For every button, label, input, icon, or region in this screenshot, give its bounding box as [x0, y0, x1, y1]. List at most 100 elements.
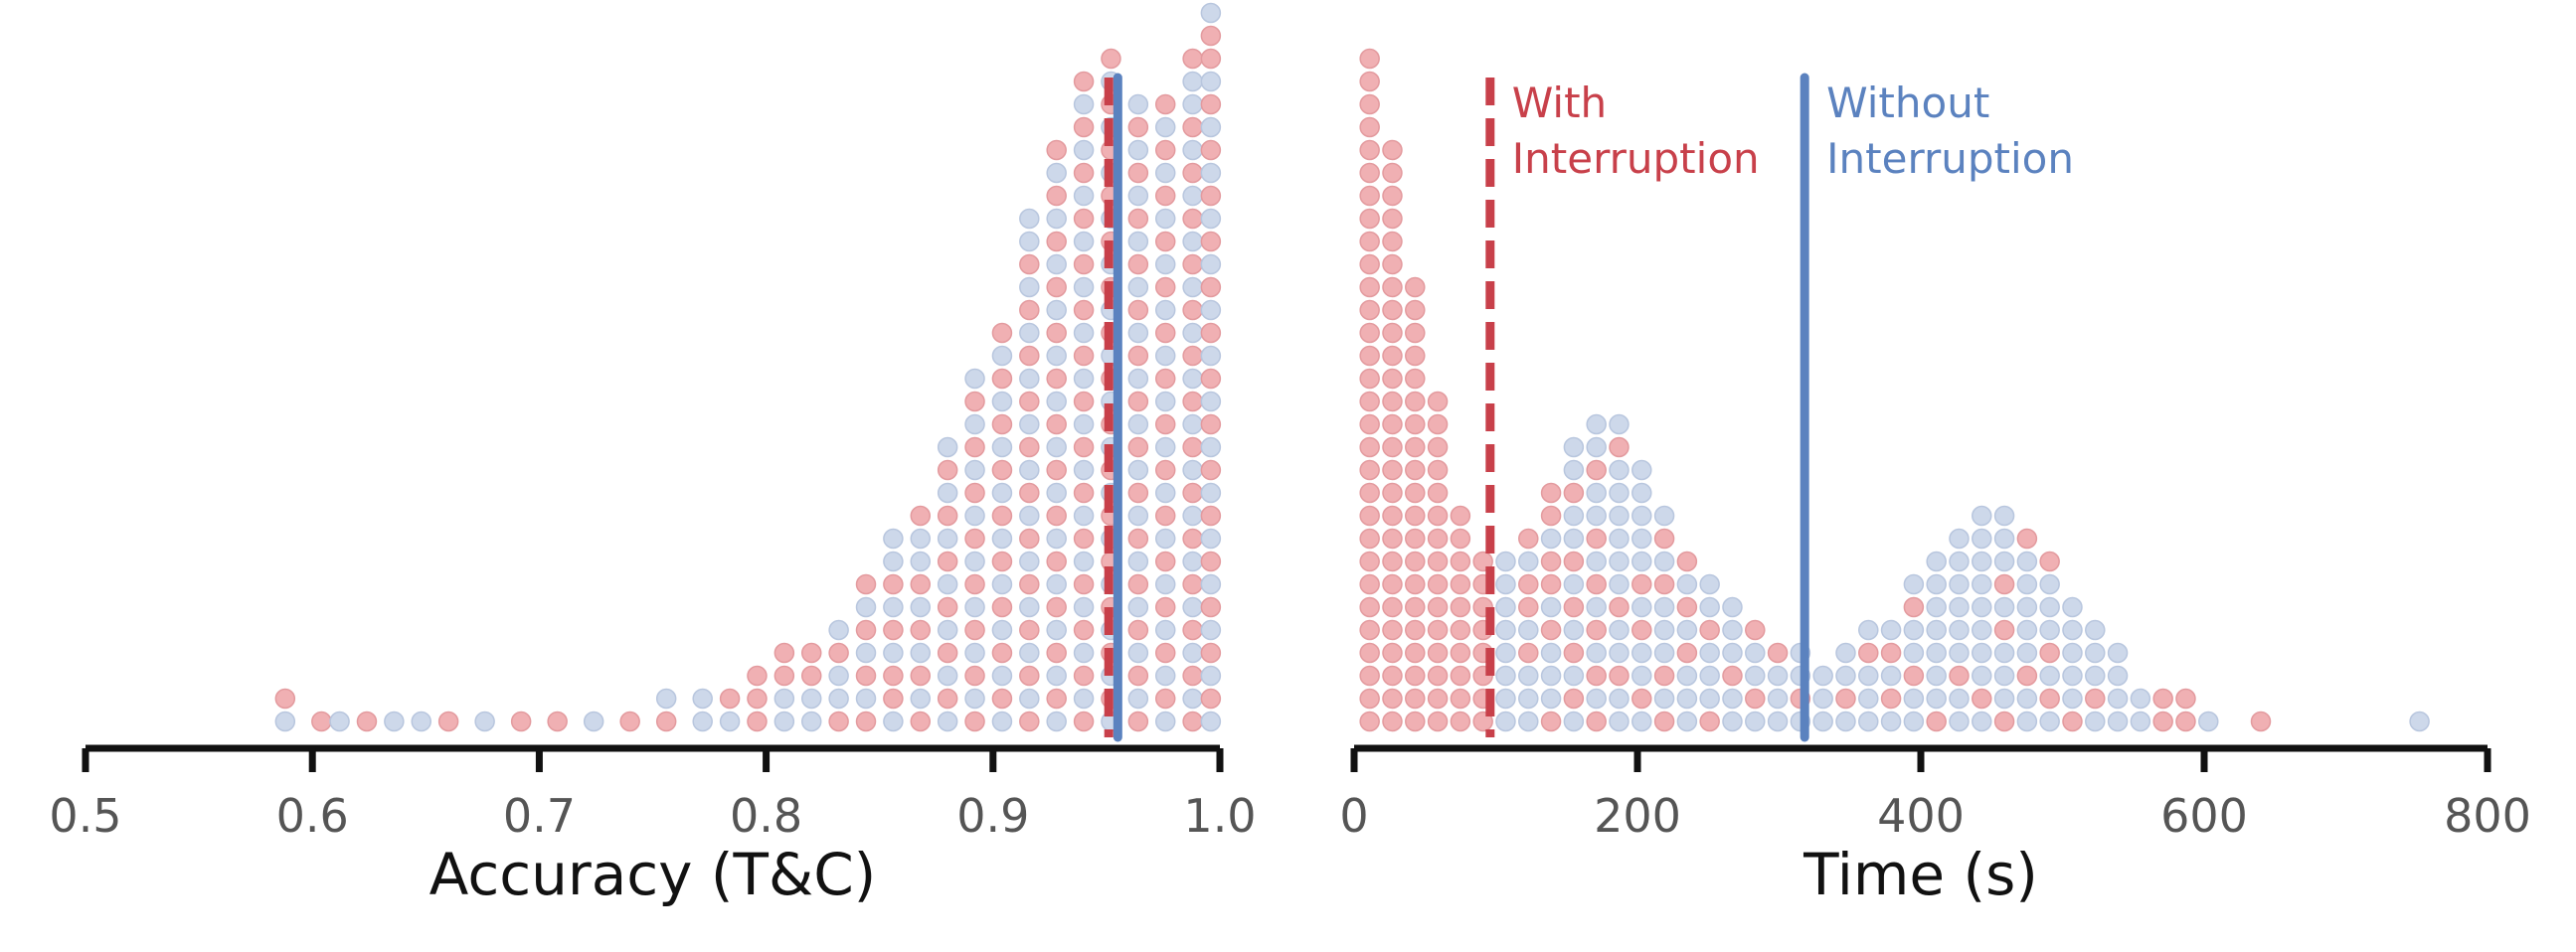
dot-without-interruption — [1200, 528, 1222, 550]
dot-with-interruption — [1427, 642, 1449, 664]
dot-without-interruption — [828, 619, 849, 641]
dot-without-interruption — [1046, 482, 1067, 504]
dot-with-interruption — [1200, 505, 1222, 527]
dot-with-interruption — [1382, 368, 1403, 390]
dot-without-interruption — [1127, 413, 1149, 435]
dot-with-interruption — [1154, 551, 1176, 572]
dot-without-interruption — [1182, 368, 1203, 390]
dot-without-interruption — [883, 528, 904, 550]
dot-without-interruption — [1993, 505, 2015, 527]
dot-without-interruption — [1631, 596, 1652, 618]
dot-without-interruption — [1609, 619, 1630, 641]
dot-with-interruption — [1993, 711, 2015, 732]
dot-with-interruption — [1073, 436, 1095, 458]
dot-with-interruption — [2062, 711, 2083, 732]
dot-without-interruption — [937, 436, 958, 458]
dot-without-interruption — [1200, 253, 1222, 275]
dot-without-interruption — [2085, 711, 2106, 732]
dot-with-interruption — [1563, 642, 1585, 664]
dot-with-interruption — [1405, 596, 1426, 618]
dot-without-interruption — [1200, 2, 1222, 24]
dot-without-interruption — [1993, 596, 2015, 618]
dot-without-interruption — [1722, 596, 1743, 618]
dot-with-interruption — [1359, 48, 1380, 70]
dot-with-interruption — [1154, 505, 1176, 527]
dot-without-interruption — [855, 596, 877, 618]
dot-without-interruption — [1699, 573, 1720, 595]
dot-with-interruption — [1586, 711, 1607, 732]
dot-with-interruption — [883, 573, 904, 595]
dot-without-interruption — [1745, 642, 1766, 664]
dot-with-interruption — [1880, 642, 1902, 664]
dot-without-interruption — [1019, 688, 1040, 710]
dot-with-interruption — [1676, 551, 1698, 572]
dot-without-interruption — [1903, 688, 1925, 710]
x-tick-label: 400 — [1877, 789, 1965, 843]
dot-with-interruption — [1540, 505, 1562, 527]
dot-without-interruption — [1154, 573, 1176, 595]
dot-without-interruption — [2085, 665, 2106, 687]
dot-without-interruption — [1046, 711, 1067, 732]
dot-without-interruption — [937, 573, 958, 595]
dot-without-interruption — [1563, 528, 1585, 550]
dot-without-interruption — [1518, 665, 1539, 687]
dot-without-interruption — [1127, 459, 1149, 481]
dot-with-interruption — [991, 413, 1013, 435]
dot-without-interruption — [1972, 596, 1992, 618]
dot-without-interruption — [1019, 459, 1040, 481]
x-tick-label: 0.8 — [730, 789, 802, 843]
dot-with-interruption — [1200, 139, 1222, 161]
dot-without-interruption — [1609, 688, 1630, 710]
dot-with-interruption — [1359, 253, 1380, 275]
dot-with-interruption — [1046, 551, 1067, 572]
dot-with-interruption — [964, 665, 985, 687]
dot-without-interruption — [1200, 162, 1222, 184]
dot-with-interruption — [1722, 665, 1743, 687]
dot-with-interruption — [1745, 688, 1766, 710]
dot-with-interruption — [937, 459, 958, 481]
dot-with-interruption — [1359, 185, 1380, 207]
dot-with-interruption — [1200, 322, 1222, 344]
dot-without-interruption — [910, 551, 932, 572]
dot-with-interruption — [2016, 528, 2038, 550]
dot-with-interruption — [1046, 322, 1067, 344]
dot-without-interruption — [2062, 665, 2083, 687]
dot-with-interruption — [1450, 642, 1471, 664]
dot-without-interruption — [1073, 596, 1095, 618]
dot-with-interruption — [655, 711, 677, 732]
dot-with-interruption — [547, 711, 568, 732]
dot-with-interruption — [1182, 573, 1203, 595]
dot-without-interruption — [1200, 436, 1222, 458]
dot-without-interruption — [1200, 391, 1222, 412]
dot-without-interruption — [1540, 596, 1562, 618]
x-tick-label: 600 — [2160, 789, 2248, 843]
dot-with-interruption — [1382, 436, 1403, 458]
dot-with-interruption — [1359, 665, 1380, 687]
dot-with-interruption — [1405, 276, 1426, 298]
dot-without-interruption — [1949, 596, 1970, 618]
dot-with-interruption — [1200, 551, 1222, 572]
dot-with-interruption — [910, 505, 932, 527]
dot-with-interruption — [1182, 208, 1203, 230]
dot-with-interruption — [1182, 299, 1203, 321]
dot-with-interruption — [1101, 48, 1121, 70]
dot-with-interruption — [1359, 596, 1380, 618]
dot-without-interruption — [2107, 711, 2129, 732]
dot-with-interruption — [1926, 711, 1947, 732]
dot-with-interruption — [1903, 665, 1925, 687]
dot-without-interruption — [1200, 345, 1222, 367]
dot-without-interruption — [1972, 573, 1992, 595]
dot-with-interruption — [1200, 688, 1222, 710]
dot-with-interruption — [1382, 551, 1403, 572]
dot-without-interruption — [1182, 642, 1203, 664]
dot-without-interruption — [1073, 185, 1095, 207]
dot-with-interruption — [1359, 688, 1380, 710]
dot-without-interruption — [1563, 459, 1585, 481]
dot-with-interruption — [1200, 93, 1222, 115]
dot-with-interruption — [1427, 711, 1449, 732]
dot-without-interruption — [1586, 436, 1607, 458]
dot-with-interruption — [1359, 368, 1380, 390]
dot-without-interruption — [1812, 665, 1833, 687]
dot-with-interruption — [1382, 459, 1403, 481]
dot-with-interruption — [1405, 368, 1426, 390]
